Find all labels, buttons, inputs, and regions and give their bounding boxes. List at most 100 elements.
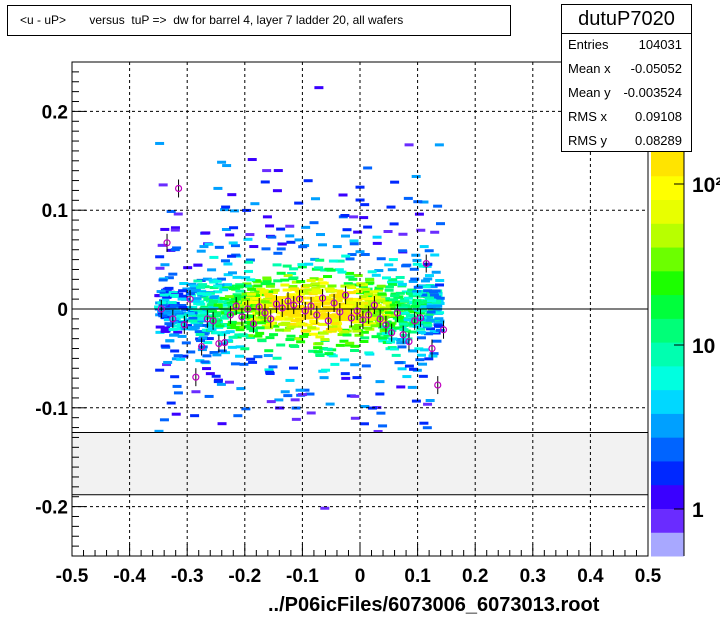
- heatmap-cell: [253, 284, 263, 288]
- heatmap-cell: [348, 277, 358, 281]
- heatmap-cell: [191, 390, 201, 394]
- heatmap-cell: [229, 300, 239, 304]
- heatmap-cell: [429, 330, 439, 334]
- heatmap-cell: [195, 339, 205, 343]
- profile-point: [382, 321, 390, 329]
- heatmap-cell: [377, 292, 387, 296]
- heatmap-cell: [224, 298, 234, 302]
- profile-point: [399, 331, 407, 339]
- heatmap-cell: [345, 271, 355, 275]
- heatmap-cell: [198, 283, 208, 287]
- heatmap-cell: [227, 193, 237, 197]
- heatmap-cell: [186, 350, 196, 354]
- heatmap-cell: [257, 318, 267, 322]
- stat-key: Entries: [568, 37, 609, 52]
- heatmap-cell: [263, 292, 273, 296]
- heatmap-cell: [353, 230, 363, 234]
- heatmap-cell: [355, 304, 365, 308]
- heatmap-cell: [414, 347, 424, 351]
- stat-key: Mean x: [568, 61, 611, 76]
- heatmap-cell: [424, 357, 434, 361]
- heatmap-cell: [415, 320, 425, 324]
- heatmap-cell: [390, 347, 400, 351]
- heatmap-cell: [219, 316, 229, 320]
- heatmap-cell: [389, 313, 399, 317]
- heatmap-cell: [266, 400, 276, 404]
- profile-point: [376, 315, 384, 323]
- heatmap-cell: [168, 272, 178, 276]
- heatmap-cell: [359, 216, 369, 220]
- heatmap-cell: [285, 338, 295, 342]
- profile-points: [157, 179, 448, 395]
- heatmap-cell: [324, 314, 334, 318]
- heatmap-cell: [423, 323, 433, 327]
- heatmap-cell: [331, 302, 341, 306]
- heatmap-cell: [408, 349, 418, 353]
- heatmap-cell: [411, 253, 421, 257]
- heatmap-cell: [425, 296, 435, 300]
- heatmap-cell: [200, 311, 210, 315]
- heatmap-cell: [383, 230, 393, 234]
- x-tick-label: -0.3: [171, 566, 204, 587]
- heatmap-cell: [296, 340, 306, 344]
- heatmap-cell: [158, 183, 168, 187]
- profile-point: [278, 304, 286, 312]
- heatmap-cell: [273, 251, 283, 255]
- heatmap-cell: [295, 388, 305, 392]
- heatmap-cell: [298, 289, 308, 293]
- heatmap-cell: [419, 245, 429, 249]
- heatmap-cell: [204, 242, 214, 246]
- profile-point: [267, 315, 275, 323]
- heatmap-cell: [204, 324, 214, 328]
- heatmap-cell: [372, 235, 382, 239]
- heatmap-cell: [159, 418, 169, 422]
- heatmap-cell: [376, 284, 386, 288]
- profile-point: [324, 317, 332, 325]
- heatmap-cell: [171, 412, 181, 416]
- heatmap-cell: [276, 227, 286, 231]
- heatmap-cell: [267, 235, 277, 239]
- heatmap-cell: [193, 279, 203, 283]
- stat-key: RMS y: [568, 133, 607, 148]
- palette-swatch: [651, 342, 684, 367]
- heatmap-cell: [361, 297, 371, 301]
- heatmap-cell: [252, 296, 262, 300]
- heatmap-cell: [342, 333, 352, 337]
- heatmap-cell: [314, 296, 324, 300]
- heatmap-cell: [355, 185, 365, 189]
- heatmap-cell: [167, 301, 177, 305]
- heatmap-cell: [241, 301, 251, 305]
- heatmap-cell: [432, 339, 442, 343]
- y-tick-label: 0.1: [42, 201, 69, 222]
- heatmap-cell: [170, 375, 180, 379]
- heatmap-cell: [353, 274, 363, 278]
- heatmap-cell: [196, 249, 206, 253]
- heatmap-cell: [350, 349, 360, 353]
- heatmap-cell: [217, 300, 227, 304]
- heatmap-cell: [422, 325, 432, 329]
- x-tick-label: -0.1: [286, 566, 319, 587]
- heatmap-cell: [160, 263, 170, 267]
- heatmap-cell: [419, 348, 429, 352]
- heatmap-cell: [430, 230, 440, 234]
- heatmap-cell: [351, 326, 361, 330]
- heatmap-cell: [177, 297, 187, 301]
- heatmap-cell: [433, 204, 443, 208]
- heatmap-cell: [414, 212, 424, 216]
- heatmap-cell: [265, 224, 275, 228]
- heatmap-cell: [227, 345, 237, 349]
- heatmap-cell: [347, 253, 357, 257]
- heatmap-cell: [398, 322, 408, 326]
- heatmap-cell: [235, 310, 245, 314]
- heatmap-cell: [202, 292, 212, 296]
- heatmap-cell: [420, 293, 430, 297]
- stat-row-mean-y: Mean y -0.003524: [562, 82, 691, 106]
- heatmap-cell: [296, 280, 306, 284]
- profile-point: [370, 301, 378, 309]
- heatmap-cell: [345, 284, 355, 288]
- heatmap-cell: [341, 376, 351, 380]
- heatmap-cell: [386, 323, 396, 327]
- heatmap-cell: [374, 286, 384, 290]
- heatmap-cell: [225, 330, 235, 334]
- heatmap-cell: [193, 323, 203, 327]
